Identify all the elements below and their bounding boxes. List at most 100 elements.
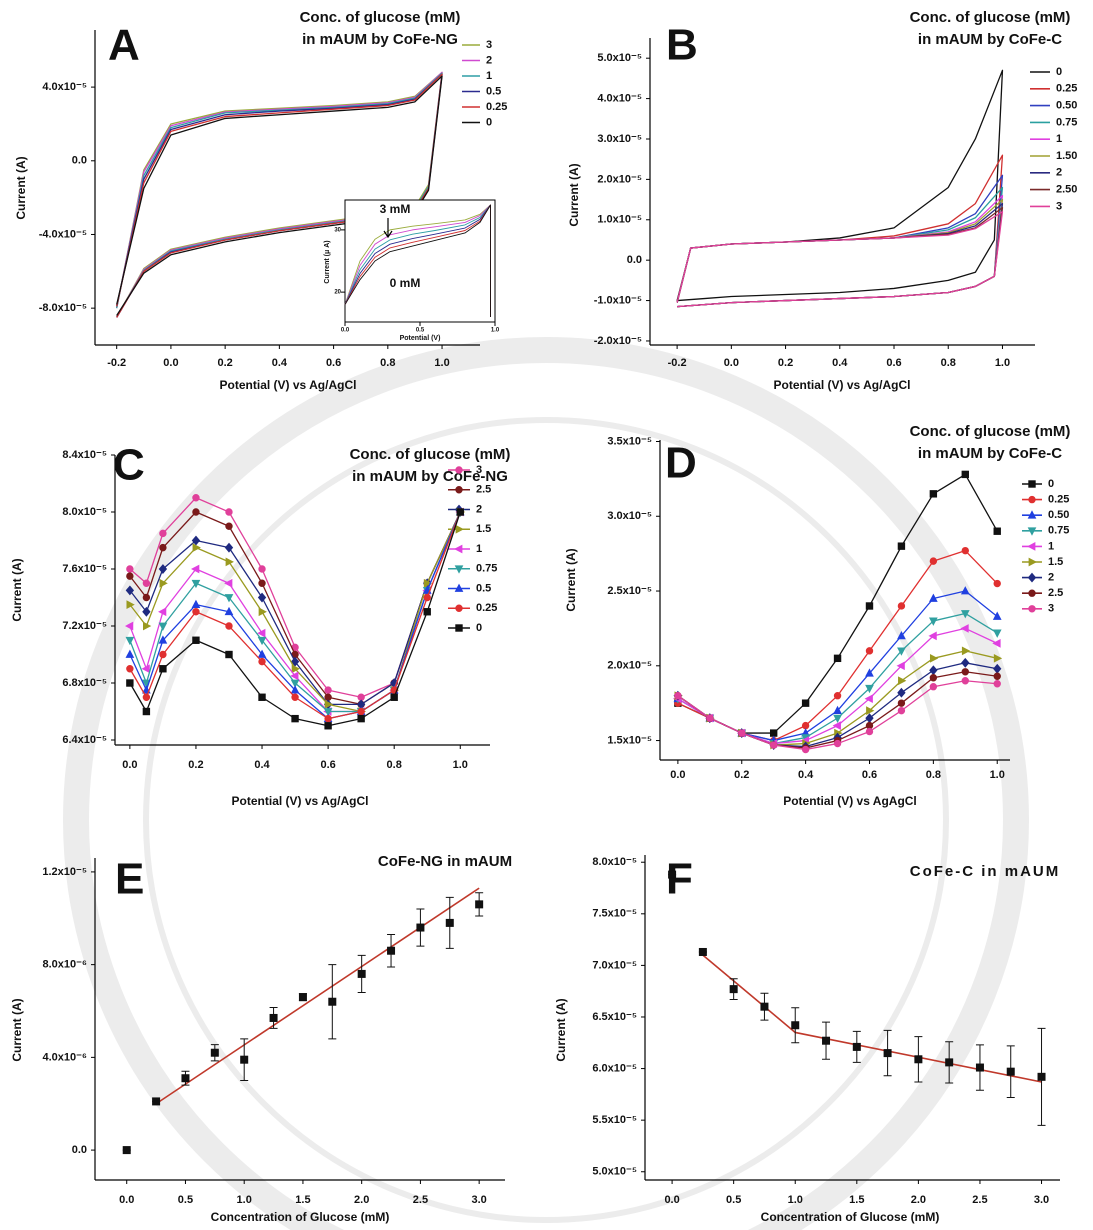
marker — [897, 647, 906, 656]
x-tick-label: 0.6 — [320, 759, 335, 771]
marker — [1028, 605, 1036, 613]
marker — [126, 679, 134, 687]
marker — [961, 646, 971, 656]
marker — [897, 706, 906, 715]
legend-label: 0.50 — [1048, 509, 1069, 521]
marker — [181, 1074, 190, 1083]
marker — [390, 693, 398, 701]
y-axis-label: Current (A) — [10, 558, 24, 621]
marker — [674, 692, 682, 700]
x-tick-label: 0.5 — [416, 328, 425, 334]
marker — [158, 635, 168, 644]
y-tick-label: 0.0 — [627, 254, 642, 266]
marker — [865, 647, 874, 655]
legend-label: 0.5 — [486, 85, 501, 97]
y-axis-label: Current (A) — [567, 163, 581, 226]
series-line — [344, 204, 491, 318]
marker — [729, 985, 738, 994]
y-tick-label: 3.5x10⁻⁵ — [607, 435, 652, 447]
marker — [324, 686, 332, 694]
marker — [993, 527, 1001, 535]
chart-title: Conc. of glucose (mM) — [350, 446, 511, 463]
legend-label: 1 — [486, 70, 492, 82]
series-line — [129, 511, 461, 720]
marker — [1028, 557, 1037, 567]
x-tick-label: -0.2 — [668, 357, 687, 369]
x-axis-label: Potential (V) vs Ag/AgCl — [774, 378, 911, 392]
marker — [454, 544, 463, 554]
marker — [158, 564, 168, 574]
marker — [852, 1042, 861, 1051]
watermark — [63, 337, 1029, 1230]
x-tick-label: 0.0 — [724, 357, 739, 369]
x-tick-label: 0.6 — [886, 357, 901, 369]
marker — [833, 692, 842, 700]
y-tick-label: 6.4x10⁻⁵ — [62, 734, 107, 746]
x-tick-label: 0.0 — [664, 1194, 679, 1206]
legend-label: 0.75 — [1056, 116, 1077, 128]
marker — [897, 630, 906, 640]
marker — [928, 631, 937, 641]
x-tick-label: 0.6 — [862, 769, 877, 781]
marker — [192, 636, 200, 644]
y-tick-label: 2.0x10⁻⁵ — [607, 660, 652, 672]
y-tick-label: 4.0x10⁻⁶ — [42, 1051, 87, 1063]
x-tick-label: 2.5 — [972, 1194, 987, 1206]
marker — [159, 529, 167, 538]
marker — [865, 721, 874, 730]
marker — [897, 699, 906, 707]
legend-label: 0 — [486, 116, 492, 128]
x-tick-label: 0.8 — [387, 759, 402, 771]
marker — [258, 657, 266, 666]
marker — [801, 699, 810, 707]
y-tick-label: 1.2x10⁻⁵ — [42, 866, 87, 878]
marker — [822, 1036, 831, 1045]
marker — [769, 741, 778, 749]
marker — [416, 923, 425, 932]
marker — [191, 535, 201, 546]
marker — [992, 611, 1002, 620]
y-axis-label: Current (A) — [564, 548, 578, 611]
marker — [897, 687, 906, 698]
x-axis-label: Potential (V) vs Ag/AgCl — [220, 378, 357, 392]
legend-label: 1 — [476, 543, 482, 555]
marker — [357, 969, 366, 978]
annotation: 0 mM — [390, 276, 421, 290]
marker — [142, 693, 151, 701]
marker — [454, 565, 464, 574]
marker — [159, 665, 167, 673]
marker — [975, 1063, 984, 1072]
y-tick-label: 1.0x10⁻⁵ — [597, 214, 642, 226]
marker — [258, 607, 267, 617]
marker — [668, 870, 677, 879]
marker — [833, 739, 842, 748]
marker — [1006, 1067, 1015, 1076]
chart-title: in mAUM by CoFe-C — [918, 445, 1062, 462]
y-tick-label: -2.0x10⁻⁵ — [594, 335, 642, 347]
legend-label: 1 — [1048, 540, 1054, 552]
panel-label: B — [666, 21, 698, 70]
legend-label: 0.25 — [1056, 83, 1077, 95]
marker — [475, 900, 484, 909]
legend-label: 0.25 — [476, 602, 497, 614]
marker — [125, 636, 135, 646]
y-tick-label: 7.2x10⁻⁵ — [62, 620, 107, 632]
y-tick-label: 6.8x10⁻⁵ — [62, 677, 107, 689]
marker — [423, 593, 431, 602]
y-tick-label: 2.5x10⁻⁵ — [607, 585, 652, 597]
y-axis-label: Current (A) — [14, 156, 28, 219]
marker — [865, 684, 874, 694]
legend-label: 1 — [1056, 133, 1062, 145]
marker — [706, 714, 714, 722]
marker — [866, 706, 875, 716]
marker — [290, 656, 300, 667]
x-tick-label: 0.4 — [798, 769, 814, 781]
marker — [192, 608, 200, 616]
y-tick-label: 5.0x10⁻⁵ — [592, 1166, 637, 1178]
marker — [290, 685, 300, 694]
marker — [225, 522, 233, 530]
chart-title: in mAUM by CoFe-NG — [302, 31, 458, 48]
y-tick-label: 3.0x10⁻⁵ — [597, 133, 642, 145]
marker — [324, 722, 332, 730]
